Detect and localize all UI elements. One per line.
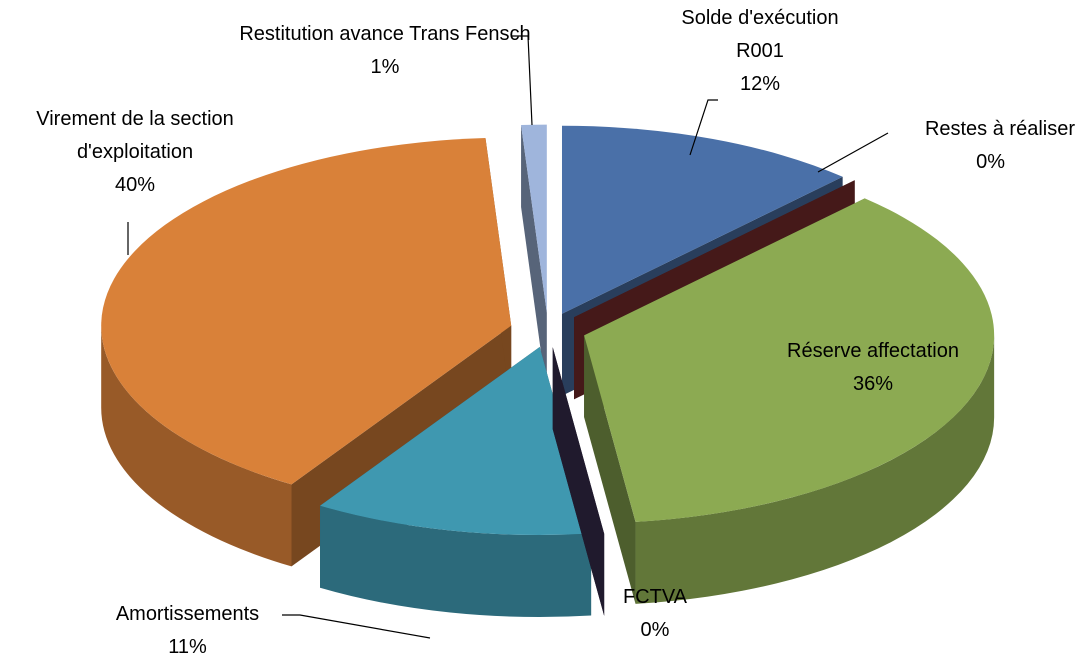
- leader-line: [282, 614, 431, 639]
- slice-label: Restitution avance Trans Fensch 1%: [235, 18, 535, 84]
- category-label: FCTVA: [622, 586, 688, 608]
- value-label: 40%: [114, 174, 156, 196]
- slice-top: [521, 124, 547, 313]
- value-label: 11%: [168, 636, 207, 658]
- leader-line: [817, 132, 889, 173]
- category-label: Restitution avance Trans Fensch: [239, 23, 531, 45]
- slice-label: Restes à réaliser 0%: [890, 113, 1075, 179]
- slice-top: [320, 347, 592, 536]
- slice-label: Solde d'exécution R001 12%: [655, 2, 865, 101]
- slice-label: Virement de la section d'exploitation 40…: [5, 103, 265, 202]
- slice: [521, 124, 547, 395]
- slice-wall: [521, 124, 547, 395]
- value-label: 36%: [852, 373, 894, 395]
- category-label: Réserve affectation: [787, 340, 959, 362]
- slice-side: [101, 325, 292, 567]
- slice: [101, 138, 512, 567]
- slice-top: [101, 138, 512, 485]
- value-label: 12%: [739, 73, 781, 95]
- leader-line: [689, 99, 718, 156]
- slice-label: Réserve affectation 36%: [748, 335, 998, 401]
- value-label: 0%: [640, 619, 670, 641]
- leader-line: [512, 35, 533, 126]
- slice-side: [320, 505, 592, 618]
- slice-label: FCTVA 0%: [600, 581, 710, 647]
- slice-wall: [552, 347, 605, 616]
- category-label: Amortissements: [115, 603, 260, 625]
- slice-wall: [584, 335, 636, 604]
- slice: [320, 347, 592, 618]
- category-label: Virement de la section d'exploitation: [36, 108, 234, 163]
- value-label: 0%: [976, 151, 1005, 173]
- slice-label: Amortissements 11%: [90, 598, 285, 664]
- slice: [584, 198, 995, 604]
- slice-top: [584, 198, 995, 522]
- value-label: 1%: [370, 56, 400, 78]
- category-label: Restes à réaliser: [924, 118, 1075, 140]
- slice-top: [561, 125, 843, 314]
- category-label: Solde d'exécution R001: [681, 7, 839, 62]
- slice: [552, 347, 605, 616]
- leader-lines: [127, 35, 889, 639]
- slice-side: [635, 335, 995, 604]
